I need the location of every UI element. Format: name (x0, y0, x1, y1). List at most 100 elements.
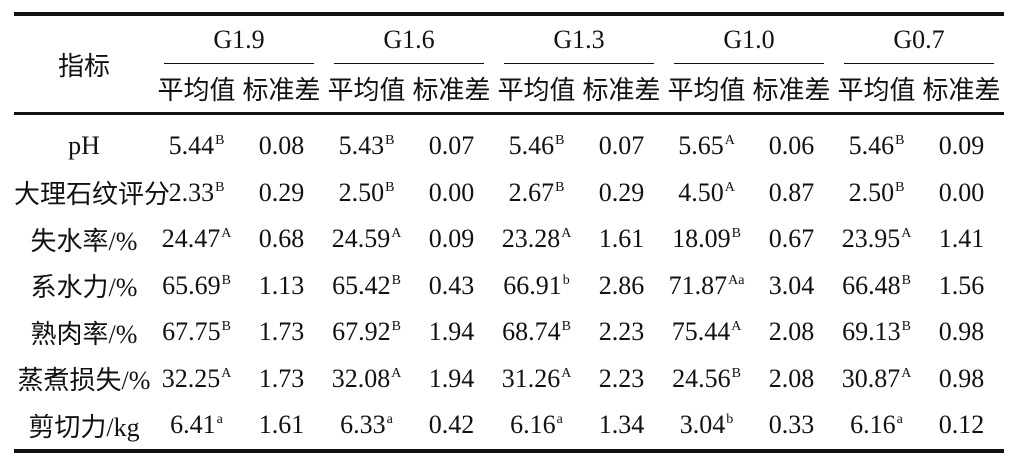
mean-value: 65.42 (332, 270, 391, 300)
sd-cell: 1.41 (938, 224, 985, 254)
sd-cell: 3.04 (768, 270, 815, 300)
significance-letter: B (901, 272, 911, 288)
mean-cell: 69.13B (834, 309, 919, 356)
sd-cell: 0.09 (938, 131, 985, 161)
mean-value: 2.67 (508, 177, 555, 207)
mean-cell: 5.65A (664, 114, 749, 170)
group-header: G0.7 (834, 12, 1004, 66)
table-row: 大理石纹评分 2.33B 0.29 2.50B 0.00 2.67B 0.29 4.50A 0.… (14, 170, 1004, 217)
mean-value: 32.25 (161, 363, 221, 393)
significance-letter: a (556, 412, 563, 428)
row-label: 熟肉率/% (30, 319, 138, 349)
mean-cell: 68.74B (494, 309, 579, 356)
significance-letter: b (726, 412, 734, 428)
mean-value: 5.43 (338, 131, 385, 161)
mean-value: 69.13 (842, 317, 901, 347)
mean-cell: 5.46B (494, 114, 579, 170)
mean-cell: 23.95A (834, 216, 919, 263)
sd-header: 标准差 (409, 64, 494, 115)
group-header-row: 指标 G1.9 G1.6 G1.3 G1.0 G0.7 (14, 12, 1004, 115)
significance-letter: A (724, 133, 735, 149)
significance-letter: a (386, 412, 393, 428)
sd-cell: 1.94 (428, 363, 475, 393)
mean-header: 平均值 (494, 64, 579, 115)
mean-cell: 66.91b (494, 263, 579, 310)
mean-header: 平均值 (154, 64, 239, 115)
mean-value: 30.87 (841, 363, 901, 393)
significance-letter: B (221, 272, 231, 288)
significance-letter: A (391, 365, 402, 381)
significance-letter: B (391, 272, 401, 288)
mean-header: 平均值 (664, 64, 749, 115)
mean-cell: 3.04b (664, 402, 749, 453)
sd-cell: 0.29 (258, 177, 305, 207)
sd-cell: 0.98 (938, 363, 985, 393)
significance-letter: a (896, 412, 903, 428)
sd-cell: 0.12 (919, 402, 1004, 453)
sub-header-row: 平均值 标准差 平均值 标准差 平均值 标准差 平均值 标准差 平均值 标准差 (14, 64, 1004, 115)
mean-value: 2.50 (338, 177, 385, 207)
mean-cell: 5.43B (324, 114, 409, 170)
mean-cell: 5.46B (834, 114, 919, 170)
mean-cell: 5.44B (154, 114, 239, 170)
sd-cell: 2.08 (768, 363, 815, 393)
mean-cell: 6.16a (494, 402, 579, 453)
sd-cell: 1.73 (258, 317, 305, 347)
mean-value: 31.26 (501, 363, 561, 393)
mean-value: 18.09 (672, 224, 731, 254)
table-row: pH 5.44B 0.08 5.43B 0.07 5.46B 0.07 5.65A 0.06 5.… (14, 114, 1004, 170)
significance-letter: B (555, 179, 565, 195)
sd-cell: 0.00 (938, 177, 985, 207)
row-label: pH (68, 131, 100, 161)
mean-value: 6.16 (850, 410, 896, 440)
significance-letter: A (561, 226, 572, 242)
row-label: 蒸煮损失/% (17, 366, 151, 396)
sd-cell: 0.29 (598, 177, 645, 207)
mean-header: 平均值 (324, 64, 409, 115)
sd-cell: 0.00 (428, 177, 475, 207)
significance-letter: B (391, 319, 401, 335)
mean-value: 5.46 (508, 131, 555, 161)
mean-value: 6.41 (170, 410, 216, 440)
significance-letter: B (901, 319, 911, 335)
significance-letter: B (895, 179, 905, 195)
mean-cell: 2.50B (834, 170, 919, 217)
significance-letter: b (562, 272, 570, 288)
mean-value: 24.59 (331, 224, 391, 254)
mean-value: 71.87 (668, 270, 728, 300)
mean-cell: 24.47A (154, 216, 239, 263)
table-row: 失水率/% 24.47A 0.68 24.59A 0.09 23.28A 1.61 18.09… (14, 216, 1004, 263)
mean-value: 68.74 (502, 317, 561, 347)
row-label: 大理石纹评分 (14, 180, 171, 210)
mean-value: 6.33 (340, 410, 386, 440)
mean-cell: 6.41a (154, 402, 239, 453)
significance-letter: B (215, 133, 225, 149)
table-body: pH 5.44B 0.08 5.43B 0.07 5.46B 0.07 5.65A 0.06 5.… (14, 114, 1004, 453)
sd-cell: 2.86 (598, 270, 645, 300)
significance-letter: B (561, 319, 571, 335)
mean-cell: 6.16a (834, 402, 919, 453)
group-header: G1.9 (154, 12, 324, 66)
mean-value: 5.44 (168, 131, 215, 161)
sd-cell: 1.61 (239, 402, 324, 453)
table-row: 熟肉率/% 67.75B 1.73 67.92B 1.94 68.74B 2.23 75.44… (14, 309, 1004, 356)
significance-letter: A (221, 365, 232, 381)
sd-cell: 0.06 (768, 131, 815, 161)
mean-cell: 67.75B (154, 309, 239, 356)
sd-cell: 1.61 (598, 224, 645, 254)
group-header: G1.3 (494, 12, 664, 66)
mean-cell: 67.92B (324, 309, 409, 356)
significance-letter: a (216, 412, 223, 428)
mean-value: 24.56 (672, 363, 731, 393)
mean-cell: 32.08A (324, 356, 409, 403)
sd-cell: 0.33 (749, 402, 834, 453)
mean-cell: 6.33a (324, 402, 409, 453)
table-header: 指标 G1.9 G1.6 G1.3 G1.0 G0.7 平均值 标准差 平均值 … (14, 12, 1004, 115)
group-header: G1.0 (664, 12, 834, 66)
mean-value: 2.50 (848, 177, 895, 207)
mean-value: 5.65 (678, 131, 724, 161)
significance-letter: B (385, 179, 395, 195)
mean-cell: 4.50A (664, 170, 749, 217)
sd-cell: 0.42 (409, 402, 494, 453)
mean-value: 75.44 (671, 317, 731, 347)
